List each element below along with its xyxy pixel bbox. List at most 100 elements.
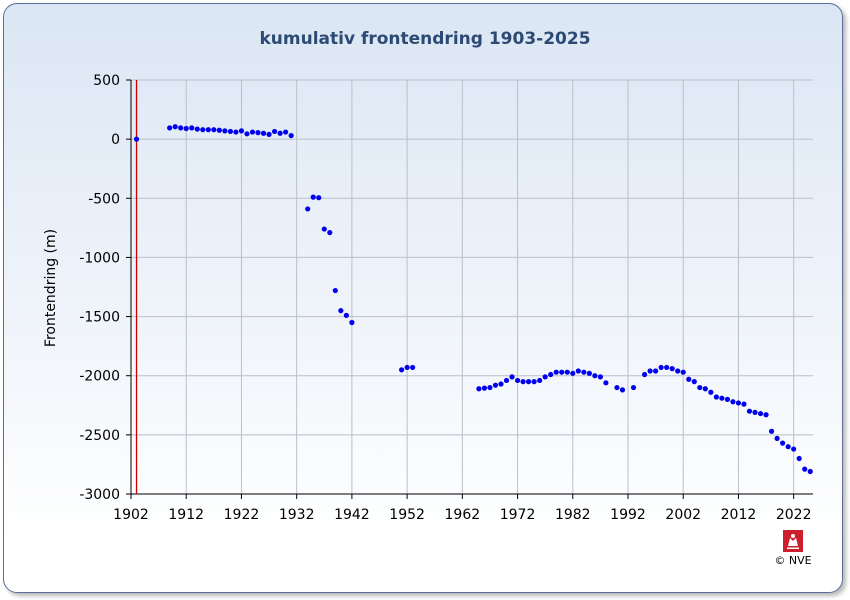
data-point [780,440,786,446]
data-point [338,308,344,314]
y-tick-label: -2500 [79,428,120,444]
copyright-text: © NVE [774,554,812,567]
data-point [244,131,250,137]
data-point [708,389,714,395]
data-point [581,369,587,375]
x-tick-label: 2002 [665,507,701,523]
y-tick-label: 500 [93,73,120,89]
data-point [669,366,675,372]
data-point [332,287,338,294]
y-axis-label: Frontendring (m) [43,229,59,347]
data-point [327,229,333,236]
data-point [133,136,140,142]
data-point [222,128,228,134]
data-point [233,129,239,135]
data-point [194,126,200,132]
data-point [702,386,708,392]
data-point [167,125,173,131]
data-point [564,369,570,375]
data-point [343,312,349,318]
data-point [542,374,548,380]
data-point [768,428,775,434]
data-point [266,131,272,138]
data-point [537,377,543,384]
data-point [410,364,416,371]
data-point [741,401,747,407]
x-tick-label: 1952 [389,507,425,523]
data-point [697,384,703,391]
y-tick-label: -1000 [79,250,120,266]
x-tick-label: 1912 [168,507,204,523]
data-point [305,206,311,212]
data-point [509,374,515,380]
chart-title: kumulativ frontendring 1903-2025 [259,29,590,49]
x-tick-label: 1982 [555,507,591,523]
data-point [757,410,764,417]
data-point [724,396,731,402]
data-point [796,455,802,462]
data-point [647,368,653,374]
nve-crest-icon [783,530,803,552]
data-point [520,379,526,385]
data-point [255,130,261,136]
data-point [321,226,327,232]
data-point [597,374,603,380]
y-tick-label: -2000 [79,369,120,385]
data-point [553,369,559,375]
data-point [481,385,488,391]
data-point [586,370,592,376]
data-point [249,129,256,135]
data-point [310,194,316,200]
data-point [614,384,620,391]
data-point [316,195,322,201]
data-point [785,444,791,450]
chart-panel [3,3,843,593]
data-point [730,399,736,405]
x-tick-label: 2012 [721,507,757,523]
data-point [283,129,289,135]
data-point [774,435,780,442]
data-point [398,367,405,373]
x-tick-label: 1932 [279,507,315,523]
data-point [680,369,686,375]
data-point [575,368,581,374]
y-tick-label: -3000 [79,487,120,503]
axes: 500 0 -500 -1000 -1500 -2000 -2500 -3000 1902 191… [79,73,813,523]
data-point [227,128,234,135]
data-point [172,124,178,130]
data-points [133,124,813,475]
data-point [630,384,637,391]
data-point [641,371,648,378]
data-point [791,446,797,452]
data-point [498,381,504,387]
data-point [514,377,521,384]
data-point [686,376,692,382]
x-tick-label: 1962 [445,507,481,523]
data-point [603,380,609,386]
data-point [752,409,758,415]
data-point [619,387,626,393]
x-tick-label: 1942 [334,507,370,523]
data-point [271,128,278,135]
data-point [189,125,195,131]
data-point [658,364,664,371]
x-tick-label: 2022 [776,507,812,523]
y-tick-label: -1500 [79,310,120,326]
data-point [476,386,482,392]
data-point [548,371,554,378]
data-point [349,319,355,326]
data-point [216,127,222,133]
data-point [211,127,217,133]
data-point [526,379,532,385]
data-point [288,132,294,139]
data-point [404,364,410,371]
data-point [691,379,697,385]
data-point [183,125,189,132]
data-point [763,412,769,418]
data-point [238,128,245,134]
data-point [531,379,537,385]
data-point [807,468,813,475]
data-point [746,408,753,414]
nve-logo: © NVE [770,530,816,570]
